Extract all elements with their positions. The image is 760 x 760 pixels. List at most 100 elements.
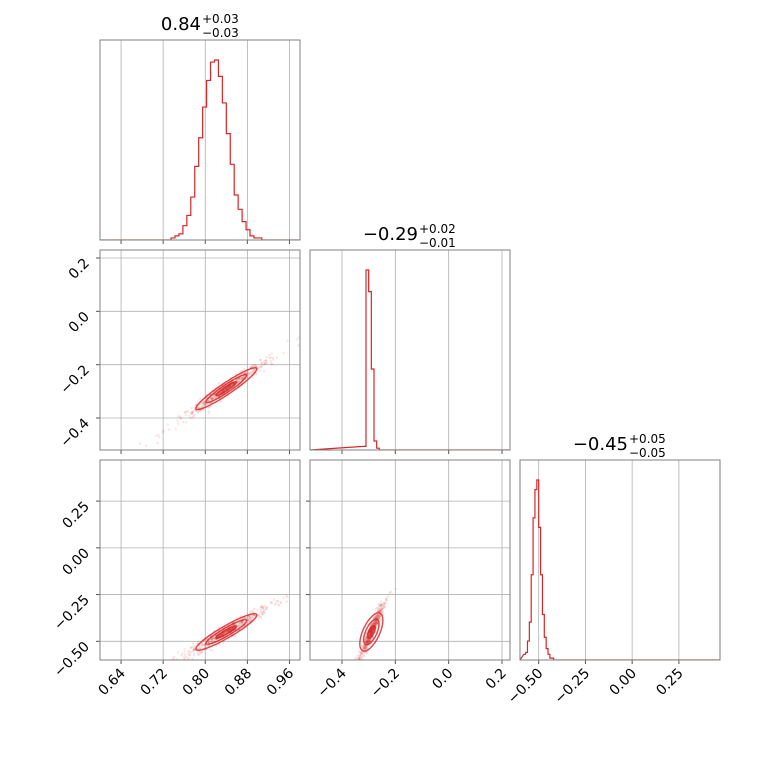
scatter-point: [367, 640, 370, 643]
scatter-point: [374, 615, 377, 619]
scatter-point: [249, 371, 252, 374]
scatter-point: [369, 639, 372, 642]
scatter-point: [250, 371, 253, 374]
scatter-point: [375, 614, 379, 617]
scatter-point: [365, 639, 368, 642]
scatter-point: [270, 600, 274, 604]
scatter-point: [210, 396, 214, 400]
scatter-point: [187, 649, 190, 653]
scatter-point: [375, 616, 378, 619]
scatter-point: [360, 651, 364, 655]
scatter-point: [362, 645, 366, 648]
contour-level: [205, 619, 248, 645]
scatter-point: [374, 619, 377, 622]
scatter-point: [191, 410, 195, 413]
scatter-point: [366, 640, 370, 643]
scatter-point: [241, 376, 244, 379]
contour-level: [362, 618, 380, 646]
scatter-point: [373, 622, 376, 626]
scatter-point: [375, 620, 378, 623]
scatter-point: [279, 600, 282, 604]
scatter-point: [376, 615, 379, 618]
scatter-point: [260, 605, 263, 608]
scatter-point: [367, 641, 370, 644]
scatter-point: [264, 362, 267, 366]
scatter-point: [375, 614, 379, 618]
scatter-point: [240, 620, 244, 624]
scatter-point: [250, 610, 254, 613]
scatter-point: [362, 646, 366, 650]
scatter-point: [364, 641, 368, 644]
y-tick-label: 0.0: [66, 309, 93, 336]
scatter-point: [201, 400, 204, 404]
scatter-point: [357, 654, 361, 658]
scatter-point: [362, 646, 365, 650]
scatter-point: [237, 378, 240, 381]
scatter-point: [376, 621, 379, 625]
scatter-point: [243, 616, 246, 620]
contour-core: [216, 625, 237, 639]
scatter-point: [189, 411, 193, 414]
scatter-point: [373, 620, 377, 623]
scatter-point: [251, 616, 255, 619]
scatter-point: [359, 650, 362, 654]
scatter-point: [188, 414, 191, 418]
scatter-point: [210, 397, 213, 400]
scatter-point: [364, 645, 368, 649]
scatter-point: [181, 652, 184, 656]
scatter-point: [259, 365, 263, 368]
scatter-point: [185, 410, 189, 413]
histogram-param-1: [310, 269, 510, 450]
scatter-point: [378, 603, 382, 606]
scatter-point: [357, 657, 361, 660]
scatter-point: [376, 615, 380, 618]
title-minus-1: −0.01: [419, 236, 456, 250]
scatter-point: [201, 402, 205, 405]
scatter-point: [261, 606, 264, 609]
scatter-point: [365, 640, 368, 644]
scatter-point: [354, 668, 356, 670]
scatter-point: [207, 641, 211, 644]
scatter-point: [202, 403, 206, 407]
scatter-point: [375, 620, 378, 624]
scatter-point: [272, 598, 276, 601]
scatter-point: [267, 353, 271, 357]
x-tick-label: 0.2: [483, 666, 510, 693]
scatter-point: [382, 605, 386, 608]
scatter-point: [171, 657, 175, 660]
title-minus-2: −0.05: [629, 446, 666, 460]
y-tick-label: 0.00: [59, 545, 92, 578]
scatter-point: [259, 358, 262, 362]
scatter-point: [279, 601, 283, 605]
scatter-point: [262, 363, 266, 366]
scatter-point: [260, 362, 264, 365]
scatter-point: [262, 605, 265, 609]
scatter-point: [263, 609, 266, 612]
scatter-point: [269, 359, 273, 363]
scatter-point: [382, 612, 385, 616]
scatter-point: [372, 622, 376, 626]
scatter-point: [385, 599, 388, 602]
scatter-point: [376, 616, 380, 619]
scatter-point: [179, 417, 183, 420]
scatter-point: [202, 644, 205, 647]
scatter-point: [190, 412, 194, 416]
scatter-point: [380, 609, 383, 612]
scatter-point: [285, 600, 288, 603]
scatter-point: [374, 608, 377, 611]
scatter-point: [378, 608, 381, 612]
scatter-point: [358, 652, 362, 655]
scatter-point: [198, 397, 202, 401]
scatter-point: [375, 606, 379, 610]
scatter-point: [355, 656, 359, 659]
panel-content: [138, 336, 300, 447]
scatter-point: [364, 646, 368, 650]
scatter-point: [373, 622, 376, 625]
scatter-point: [201, 643, 204, 647]
scatter-point: [238, 621, 242, 625]
contour-level: [195, 612, 258, 651]
scatter-point: [364, 647, 367, 651]
scatter-point: [380, 609, 383, 612]
scatter-point: [237, 623, 240, 627]
scatter-point: [187, 663, 189, 665]
